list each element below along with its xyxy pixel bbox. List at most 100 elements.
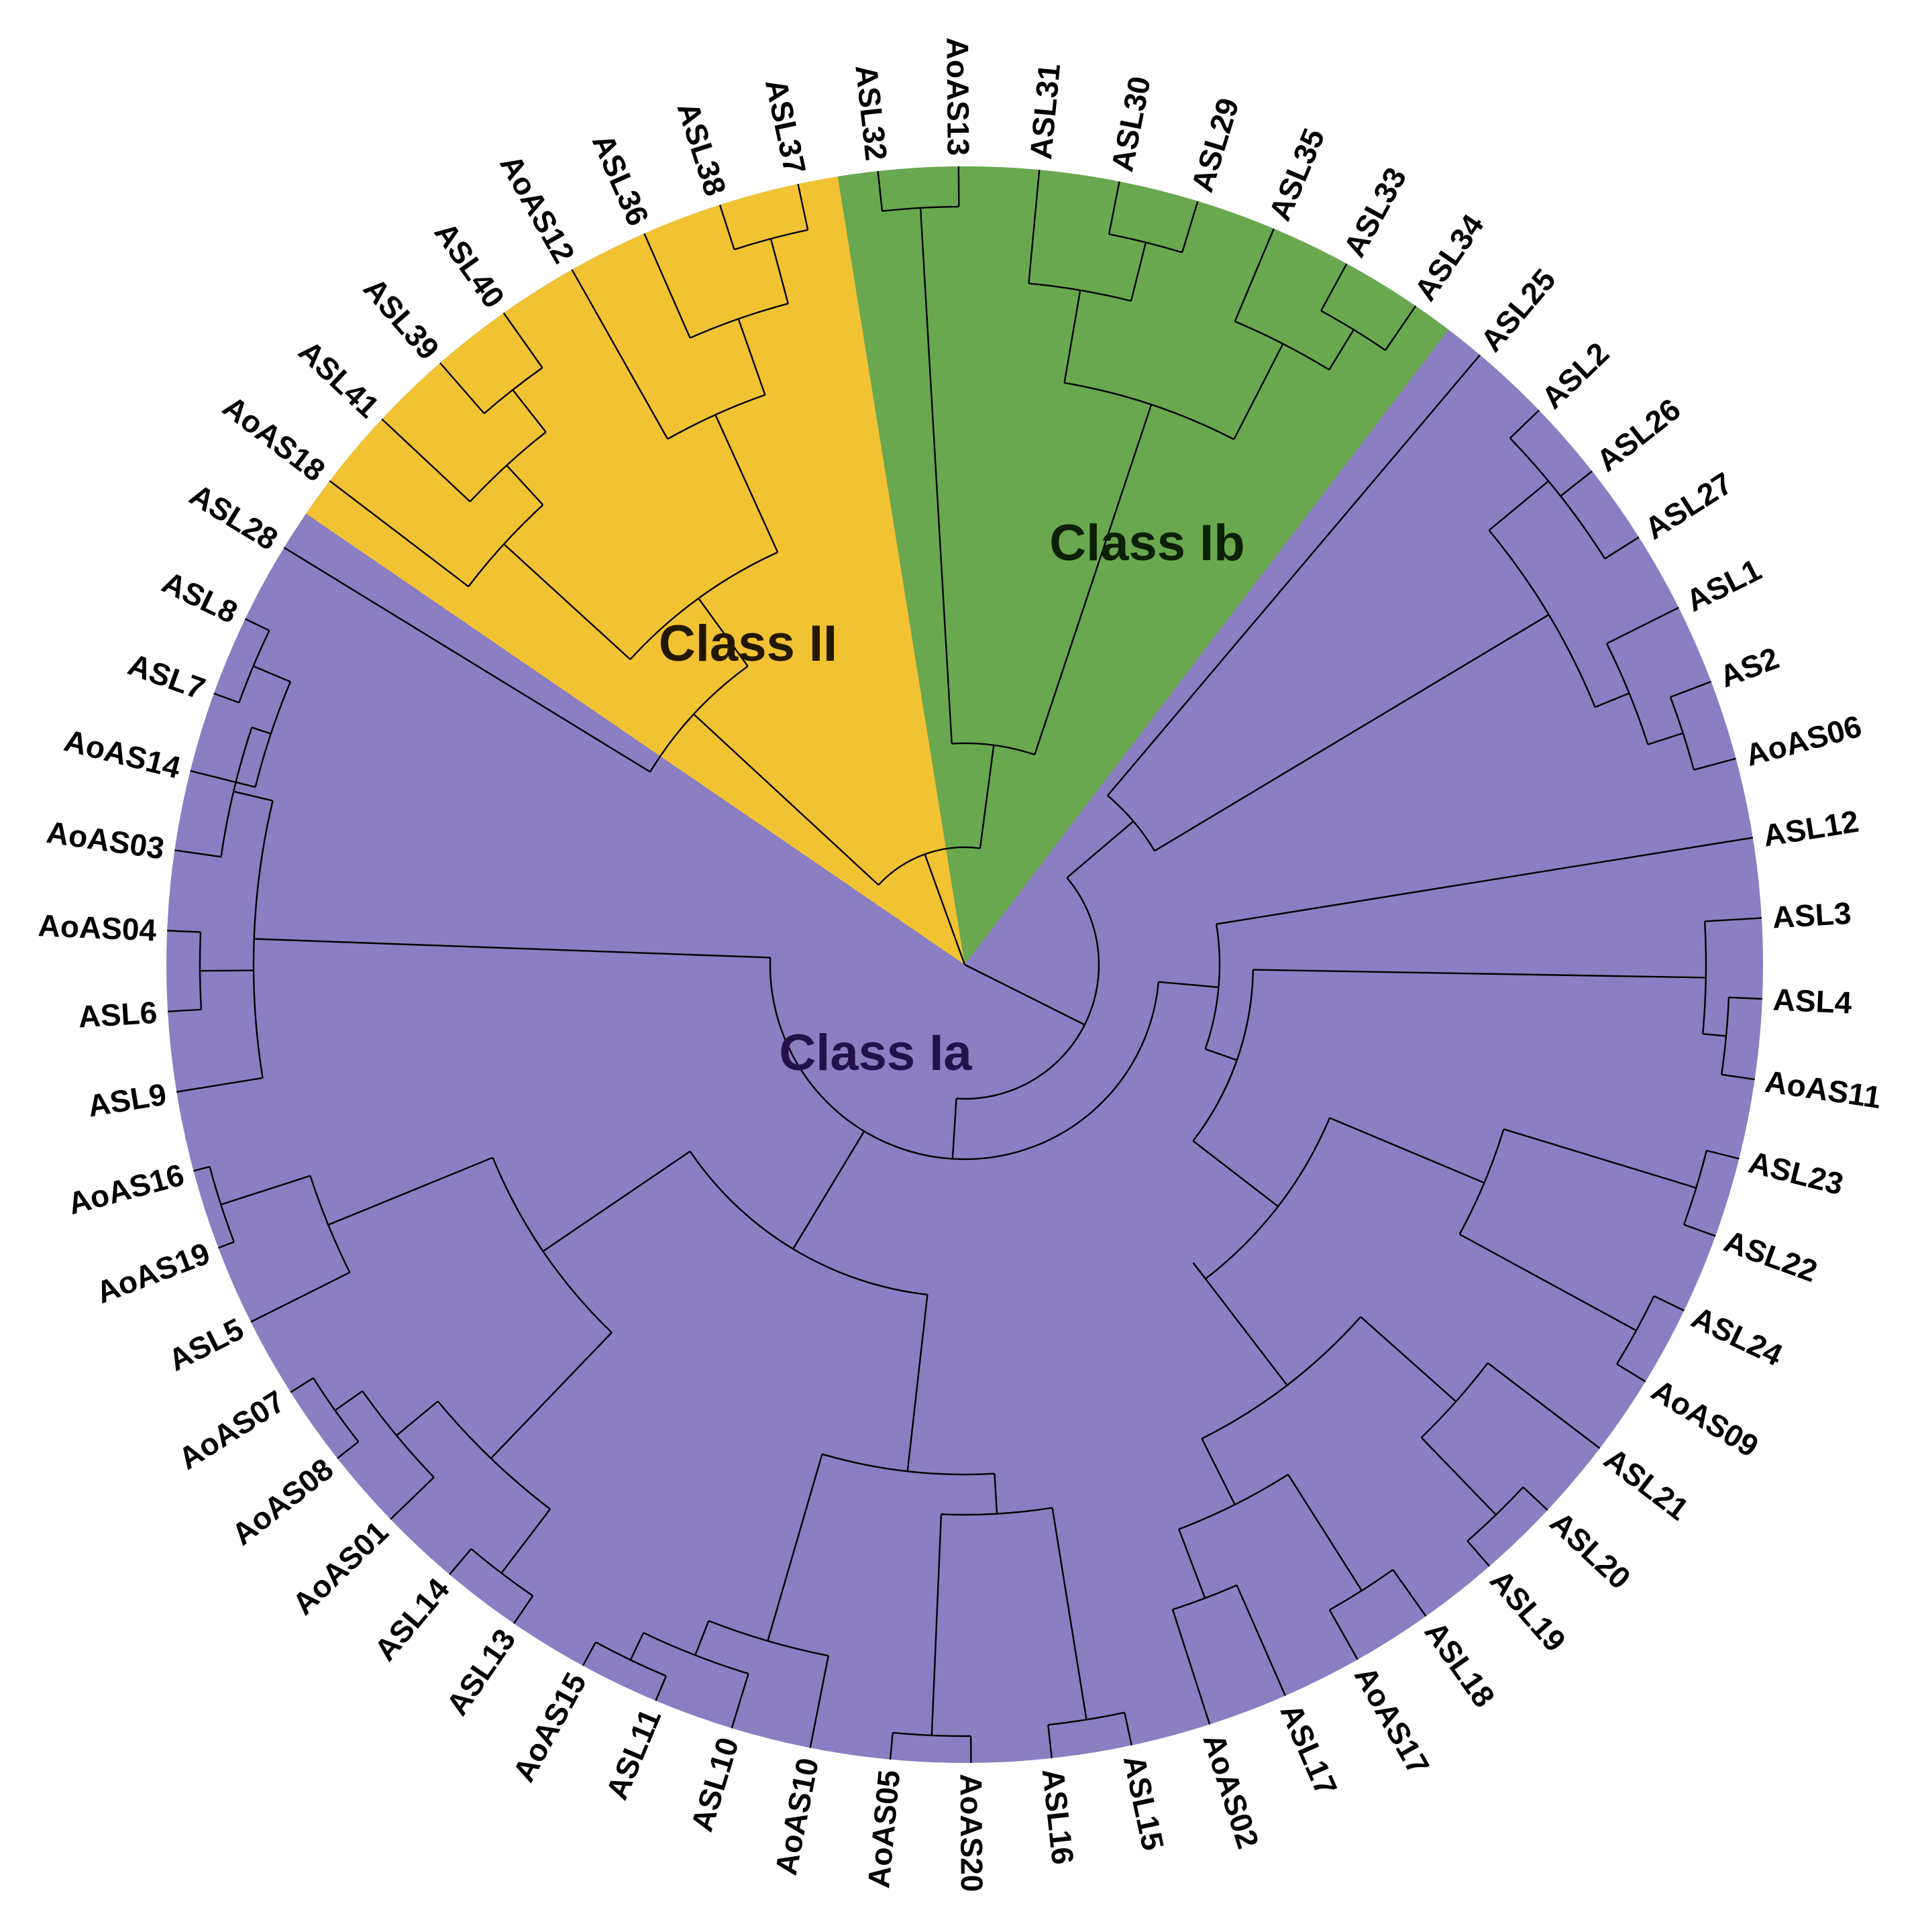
leaf-label: ASL34 — [1407, 208, 1491, 307]
internal-branch — [1063, 290, 1081, 383]
internal-branch — [1051, 1507, 1068, 1598]
leaf-label: ASL25 — [1474, 262, 1562, 358]
leaf-branch — [1616, 1363, 1646, 1383]
leaf-label: ASL8 — [157, 564, 244, 630]
class-ib-label: Class Ib — [1049, 515, 1244, 572]
internal-branch — [932, 1514, 943, 1703]
leaf-branch — [1181, 201, 1199, 253]
internal-branch — [979, 745, 995, 849]
leaf-label: ASL13 — [439, 1623, 523, 1722]
leaf-branch — [502, 312, 543, 368]
leaf-branch — [1683, 1224, 1716, 1237]
leaf-label: ASL37 — [759, 76, 813, 177]
class-ii-sector — [306, 176, 965, 965]
tree-branches — [167, 166, 1762, 1763]
leaf-label: AoAS12 — [493, 149, 582, 269]
internal-branch — [512, 687, 651, 773]
leaf-branch — [381, 418, 471, 502]
internal-branch — [1065, 1597, 1087, 1720]
leaf-label: ASL6 — [77, 995, 158, 1034]
leaf-branch — [250, 1271, 350, 1323]
leaf-branch — [1721, 1073, 1755, 1081]
branch-arc — [1234, 321, 1330, 371]
leaf-branch — [1693, 757, 1736, 771]
branch-arc — [254, 681, 292, 788]
internal-branch — [503, 543, 569, 604]
internal-branch — [1178, 1529, 1206, 1599]
leaf-branch — [1653, 1295, 1685, 1311]
internal-branch — [1201, 1438, 1236, 1505]
leaf-label: AoAS10 — [768, 1755, 825, 1878]
internal-branch — [769, 784, 880, 886]
internal-branch — [396, 1400, 439, 1436]
leaf-label: ASL12 — [1760, 804, 1861, 853]
leaf-label: AoAS14 — [61, 722, 184, 785]
leaf-label: ASL20 — [1544, 1505, 1638, 1596]
internal-branch — [1420, 1437, 1469, 1487]
internal-branch — [1192, 1262, 1288, 1386]
leaf-branch — [1107, 354, 1481, 796]
leaf-label: ASL14 — [368, 1571, 456, 1667]
leaf-label: AoAS05 — [861, 1768, 906, 1889]
leaf-label: ASL27 — [1639, 466, 1739, 547]
leaf-branch — [877, 170, 884, 211]
leaf-branch — [1236, 1585, 1286, 1697]
leaf-branch — [1560, 470, 1593, 497]
branch-arc — [877, 846, 981, 886]
leaf-label: ASL32 — [849, 63, 894, 162]
leaf-branch — [1320, 263, 1348, 311]
leaf-label: ASL24 — [1687, 1299, 1789, 1373]
leaf-branch — [1705, 917, 1762, 922]
internal-branch — [254, 938, 690, 956]
internal-branch — [924, 853, 966, 965]
leaf-label: AoAS11 — [1763, 1064, 1884, 1115]
leaf-branch — [1522, 1487, 1548, 1511]
internal-branch — [1595, 692, 1630, 708]
leaf-label: ASL19 — [1483, 1563, 1573, 1658]
leaf-branch — [283, 547, 514, 689]
internal-branch — [629, 1632, 645, 1660]
branch-arc — [1172, 1584, 1238, 1611]
leaf-label: AoAS19 — [91, 1236, 214, 1310]
internal-branch — [327, 1157, 493, 1226]
internal-branch — [1233, 343, 1284, 440]
leaf-label: AoAS07 — [172, 1383, 291, 1476]
internal-branch — [919, 207, 933, 389]
leaf-label: ASL31 — [1023, 62, 1067, 160]
internal-branch — [1287, 1474, 1363, 1591]
internal-branch — [233, 790, 273, 802]
leaf-label: ASL36 — [586, 129, 656, 231]
leaf-branch — [1604, 536, 1640, 559]
internal-branch — [1192, 1140, 1279, 1208]
internal-branch — [253, 665, 291, 683]
internal-branch — [542, 1150, 691, 1252]
leaf-branch — [1047, 1725, 1053, 1759]
leaf-branch — [1171, 1609, 1211, 1725]
leaf-label: ASL28 — [184, 477, 284, 557]
leaf-label: ASL39 — [357, 271, 446, 366]
leaf-label: AoAS20 — [954, 1774, 990, 1892]
leaf-branch — [390, 1477, 435, 1520]
internal-branch — [220, 1193, 254, 1205]
internal-branch — [500, 1508, 551, 1574]
internal-branch — [1192, 1262, 1206, 1280]
leaf-label: AoAS13 — [940, 37, 975, 156]
branch-arc — [956, 877, 1100, 1100]
leaf-branch — [176, 1077, 263, 1093]
leaf-branch — [889, 1732, 894, 1760]
leaf-label: AoAS15 — [506, 1667, 593, 1788]
internal-branch — [994, 1473, 998, 1514]
leaf-label: AoAS06 — [1742, 708, 1865, 773]
internal-branch — [568, 602, 631, 660]
internal-branch — [767, 1454, 823, 1642]
leaf-label: ASL10 — [684, 1733, 745, 1835]
internal-branch — [951, 1098, 957, 1159]
internal-branch — [252, 1175, 311, 1195]
branch-arc — [649, 665, 749, 773]
leaf-branch — [1728, 996, 1762, 1000]
branch-arc — [1028, 282, 1132, 302]
leaf-label: ASL9 — [85, 1077, 168, 1124]
leaf-branch — [1487, 1362, 1601, 1449]
branch-arc — [1605, 643, 1649, 745]
